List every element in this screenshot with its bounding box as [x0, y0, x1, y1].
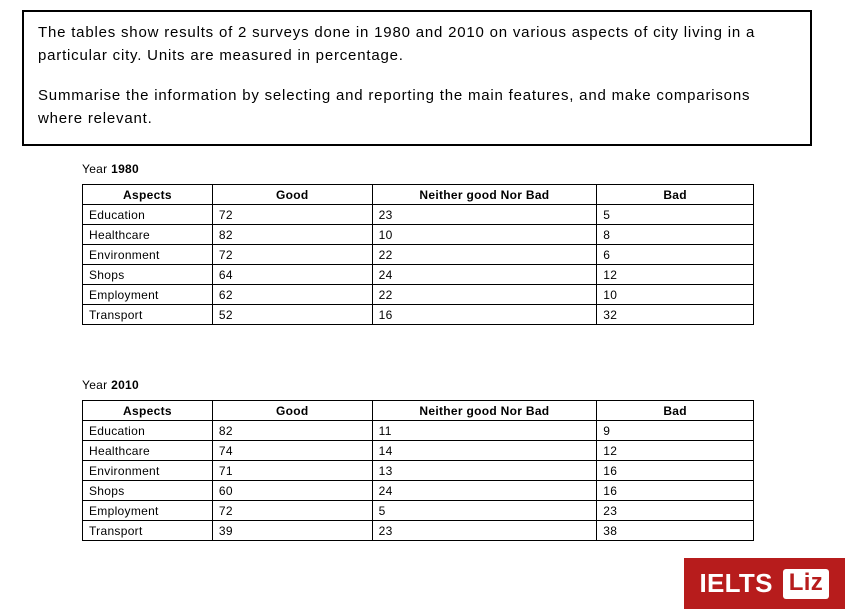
cell-good: 62 — [212, 285, 372, 305]
cell-aspect: Education — [83, 205, 213, 225]
cell-neither: 22 — [372, 245, 597, 265]
cell-good: 72 — [212, 245, 372, 265]
logo-brand: IELTS — [700, 568, 773, 599]
cell-neither: 11 — [372, 421, 597, 441]
col-header-aspects: Aspects — [83, 185, 213, 205]
cell-bad: 5 — [597, 205, 754, 225]
cell-good: 71 — [212, 461, 372, 481]
year-prefix: Year — [82, 378, 111, 392]
cell-aspect: Shops — [83, 265, 213, 285]
survey-table-1980: Aspects Good Neither good Nor Bad Bad Ed… — [82, 184, 754, 325]
cell-good: 52 — [212, 305, 372, 325]
cell-neither: 24 — [372, 265, 597, 285]
col-header-bad: Bad — [597, 401, 754, 421]
cell-aspect: Environment — [83, 245, 213, 265]
table-row: Environment711316 — [83, 461, 754, 481]
cell-bad: 32 — [597, 305, 754, 325]
cell-neither: 5 — [372, 501, 597, 521]
cell-aspect: Transport — [83, 521, 213, 541]
table-body-2010: Education82119Healthcare741412Environmen… — [83, 421, 754, 541]
table-body-1980: Education72235Healthcare82108Environment… — [83, 205, 754, 325]
cell-neither: 16 — [372, 305, 597, 325]
cell-bad: 16 — [597, 461, 754, 481]
cell-good: 64 — [212, 265, 372, 285]
cell-aspect: Employment — [83, 285, 213, 305]
table-row: Employment72523 — [83, 501, 754, 521]
cell-neither: 14 — [372, 441, 597, 461]
cell-bad: 12 — [597, 441, 754, 461]
col-header-good: Good — [212, 185, 372, 205]
year-prefix: Year — [82, 162, 111, 176]
cell-bad: 10 — [597, 285, 754, 305]
table-row: Transport392338 — [83, 521, 754, 541]
table-block-2010: Year 2010 Aspects Good Neither good Nor … — [82, 378, 754, 541]
survey-table-2010: Aspects Good Neither good Nor Bad Bad Ed… — [82, 400, 754, 541]
ielts-liz-logo: IELTS Liz — [684, 558, 845, 609]
col-header-aspects: Aspects — [83, 401, 213, 421]
cell-bad: 6 — [597, 245, 754, 265]
prompt-paragraph-2: Summarise the information by selecting a… — [38, 85, 796, 130]
table-row: Environment72226 — [83, 245, 754, 265]
cell-neither: 22 — [372, 285, 597, 305]
cell-good: 82 — [212, 225, 372, 245]
cell-good: 72 — [212, 501, 372, 521]
cell-neither: 24 — [372, 481, 597, 501]
year-value: 1980 — [111, 162, 139, 176]
table-row: Shops602416 — [83, 481, 754, 501]
cell-good: 82 — [212, 421, 372, 441]
cell-good: 60 — [212, 481, 372, 501]
cell-aspect: Environment — [83, 461, 213, 481]
table-row: Employment622210 — [83, 285, 754, 305]
prompt-paragraph-1: The tables show results of 2 surveys don… — [38, 22, 796, 67]
col-header-bad: Bad — [597, 185, 754, 205]
col-header-neither: Neither good Nor Bad — [372, 185, 597, 205]
cell-bad: 16 — [597, 481, 754, 501]
cell-neither: 23 — [372, 521, 597, 541]
table-row: Transport521632 — [83, 305, 754, 325]
cell-aspect: Employment — [83, 501, 213, 521]
cell-neither: 13 — [372, 461, 597, 481]
col-header-good: Good — [212, 401, 372, 421]
year-label-1980: Year 1980 — [82, 162, 754, 176]
table-row: Shops642412 — [83, 265, 754, 285]
table-row: Education72235 — [83, 205, 754, 225]
table-row: Healthcare741412 — [83, 441, 754, 461]
table-header-row: Aspects Good Neither good Nor Bad Bad — [83, 401, 754, 421]
logo-name: Liz — [783, 569, 829, 599]
cell-bad: 8 — [597, 225, 754, 245]
year-value: 2010 — [111, 378, 139, 392]
cell-neither: 23 — [372, 205, 597, 225]
cell-aspect: Shops — [83, 481, 213, 501]
cell-neither: 10 — [372, 225, 597, 245]
cell-bad: 9 — [597, 421, 754, 441]
cell-aspect: Healthcare — [83, 225, 213, 245]
cell-bad: 38 — [597, 521, 754, 541]
question-prompt-box: The tables show results of 2 surveys don… — [22, 10, 812, 146]
cell-good: 74 — [212, 441, 372, 461]
table-row: Healthcare82108 — [83, 225, 754, 245]
cell-good: 39 — [212, 521, 372, 541]
table-block-1980: Year 1980 Aspects Good Neither good Nor … — [82, 162, 754, 325]
year-label-2010: Year 2010 — [82, 378, 754, 392]
cell-good: 72 — [212, 205, 372, 225]
col-header-neither: Neither good Nor Bad — [372, 401, 597, 421]
cell-bad: 12 — [597, 265, 754, 285]
table-row: Education82119 — [83, 421, 754, 441]
cell-aspect: Transport — [83, 305, 213, 325]
cell-bad: 23 — [597, 501, 754, 521]
table-header-row: Aspects Good Neither good Nor Bad Bad — [83, 185, 754, 205]
cell-aspect: Education — [83, 421, 213, 441]
cell-aspect: Healthcare — [83, 441, 213, 461]
